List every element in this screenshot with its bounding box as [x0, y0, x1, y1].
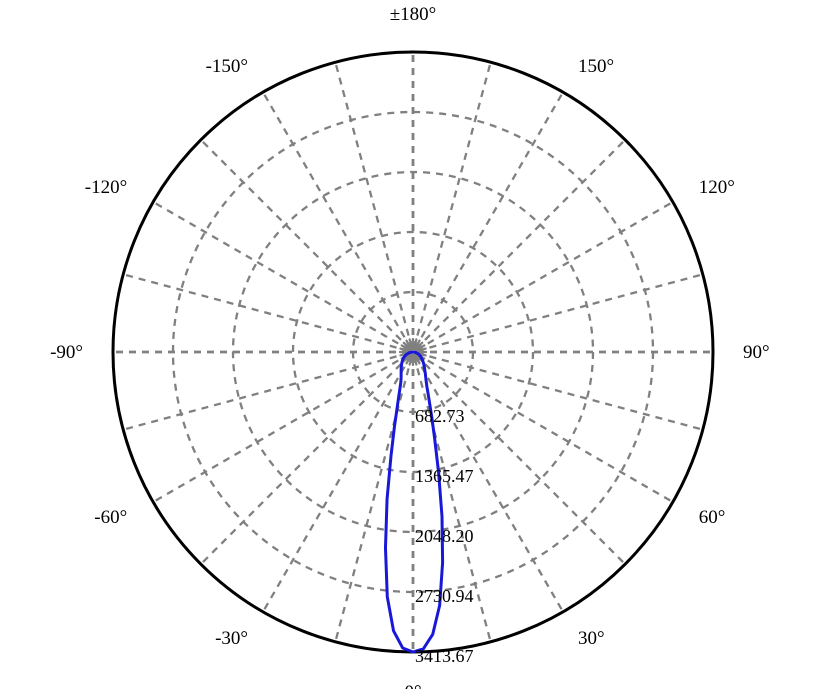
angle-label: -120°	[85, 177, 127, 198]
angle-label: 0°	[404, 682, 421, 689]
polar-chart: ±180° -150° 150° -120° 120° -90° 90° -60° 60° -30…	[0, 0, 839, 689]
angle-label: -150°	[206, 56, 248, 77]
angle-label: 60°	[699, 507, 726, 528]
angle-label: -60°	[94, 507, 127, 528]
angle-label: -90°	[50, 342, 83, 363]
angle-label: 30°	[578, 628, 605, 649]
radial-label: 1365.47	[415, 466, 474, 486]
angle-label: ±180°	[390, 4, 437, 25]
grid-spoke	[153, 202, 409, 350]
radial-label: 682.73	[415, 406, 465, 426]
angle-label: -30°	[215, 628, 248, 649]
radial-label: 2730.94	[415, 586, 474, 606]
grid-spoke	[417, 274, 703, 351]
radial-label: 3413.67	[415, 646, 474, 666]
angle-label: 90°	[743, 342, 770, 363]
grid-spoke	[201, 355, 410, 564]
grid-spoke	[263, 92, 411, 348]
grid-spoke	[416, 202, 672, 350]
grid-spoke	[416, 140, 625, 349]
grid-spoke	[153, 354, 409, 502]
grid-spoke	[123, 274, 409, 351]
grid-spoke	[415, 92, 563, 348]
radial-labels: 682.73 1365.47 2048.20 2730.94 3413.67	[415, 406, 474, 666]
grid-spoke	[201, 140, 410, 349]
angle-label: 150°	[578, 56, 614, 77]
radial-label: 2048.20	[415, 526, 474, 546]
grid-spoke	[414, 62, 491, 348]
angle-label: 120°	[699, 177, 735, 198]
